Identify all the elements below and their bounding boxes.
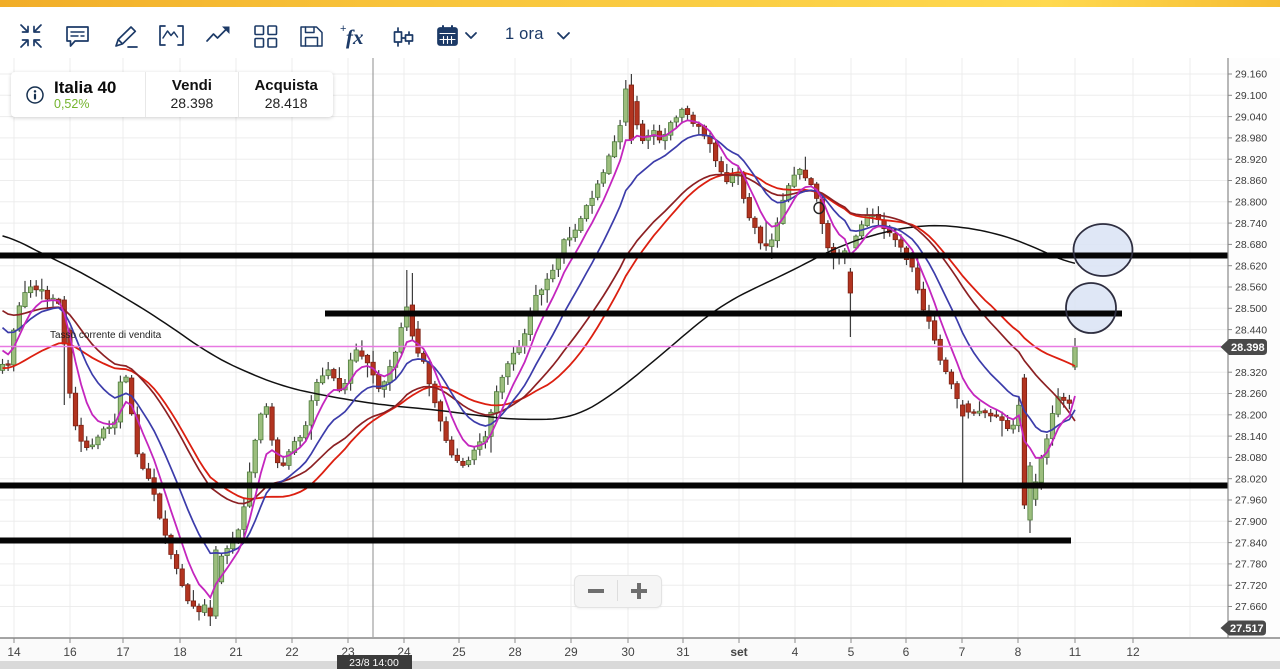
svg-text:7: 7 — [959, 645, 966, 659]
svg-text:31: 31 — [676, 645, 690, 659]
svg-text:30: 30 — [621, 645, 635, 659]
svg-text:28: 28 — [508, 645, 522, 659]
svg-text:29.040: 29.040 — [1235, 111, 1267, 123]
svg-text:29: 29 — [564, 645, 578, 659]
svg-text:5: 5 — [848, 645, 855, 659]
svg-text:21: 21 — [229, 645, 243, 659]
svg-text:28.620: 28.620 — [1235, 260, 1267, 272]
svg-text:18: 18 — [173, 645, 187, 659]
svg-text:28.140: 28.140 — [1235, 431, 1267, 443]
svg-text:Tasso corrente di vendita: Tasso corrente di vendita — [50, 330, 162, 341]
svg-text:12: 12 — [1126, 645, 1140, 659]
svg-text:29.100: 29.100 — [1235, 90, 1267, 102]
svg-text:+: + — [340, 23, 346, 35]
svg-text:28.200: 28.200 — [1235, 410, 1267, 422]
svg-text:27.900: 27.900 — [1235, 516, 1267, 528]
svg-text:22: 22 — [285, 645, 299, 659]
svg-text:27.840: 27.840 — [1235, 537, 1267, 549]
svg-text:28.080: 28.080 — [1235, 452, 1267, 464]
svg-text:27.517: 27.517 — [1230, 623, 1264, 635]
svg-text:28.560: 28.560 — [1235, 282, 1267, 294]
svg-text:23/8 14:00: 23/8 14:00 — [349, 657, 399, 669]
svg-text:14: 14 — [7, 645, 21, 659]
svg-text:11: 11 — [1069, 645, 1082, 659]
svg-text:28.020: 28.020 — [1235, 473, 1267, 485]
svg-text:28.500: 28.500 — [1235, 303, 1267, 315]
svg-text:28.980: 28.980 — [1235, 133, 1267, 145]
svg-text:29.160: 29.160 — [1235, 69, 1267, 81]
svg-text:28.800: 28.800 — [1235, 197, 1267, 209]
svg-text:28.680: 28.680 — [1235, 239, 1267, 251]
svg-text:set: set — [730, 645, 747, 659]
svg-text:28.260: 28.260 — [1235, 388, 1267, 400]
svg-text:6: 6 — [903, 645, 910, 659]
svg-text:28.920: 28.920 — [1235, 154, 1267, 166]
svg-text:25: 25 — [452, 645, 466, 659]
svg-text:17: 17 — [116, 645, 130, 659]
svg-text:28.320: 28.320 — [1235, 367, 1267, 379]
svg-text:fx: fx — [346, 25, 364, 49]
svg-text:28.440: 28.440 — [1235, 324, 1267, 336]
svg-text:27.960: 27.960 — [1235, 495, 1267, 507]
svg-text:16: 16 — [63, 645, 77, 659]
svg-text:4: 4 — [792, 645, 799, 659]
svg-text:28.398: 28.398 — [1231, 342, 1265, 354]
svg-text:27.660: 27.660 — [1235, 601, 1267, 613]
svg-text:27.780: 27.780 — [1235, 559, 1267, 571]
svg-text:8: 8 — [1015, 645, 1022, 659]
svg-text:28.860: 28.860 — [1235, 175, 1267, 187]
svg-text:28.740: 28.740 — [1235, 218, 1267, 230]
svg-text:27.720: 27.720 — [1235, 580, 1267, 592]
